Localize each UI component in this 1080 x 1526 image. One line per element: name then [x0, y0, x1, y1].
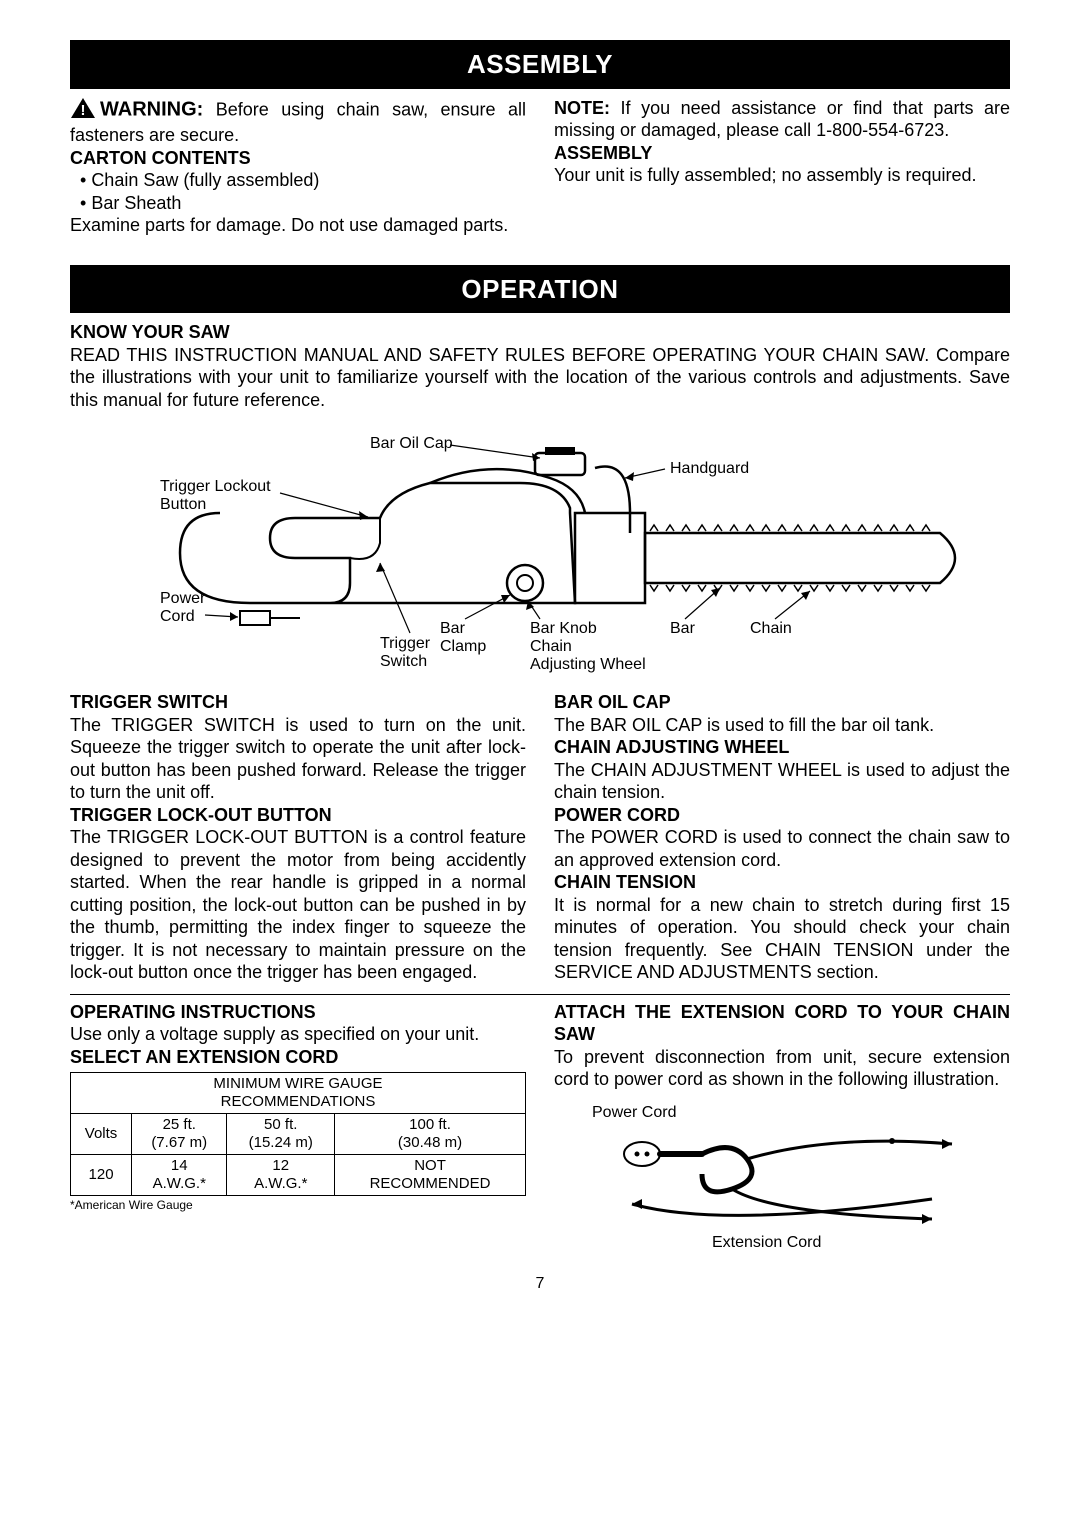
table-cell: 14 — [171, 1157, 188, 1174]
carton-note: Examine parts for damage. Do not use dam… — [70, 214, 526, 237]
operation-body-columns: TRIGGER SWITCH The TRIGGER SWITCH is use… — [70, 691, 1010, 984]
assembly-subhead: ASSEMBLY — [554, 142, 1010, 165]
svg-text:Cord: Cord — [160, 608, 195, 625]
list-item: Bar Sheath — [80, 192, 526, 215]
list-item: Chain Saw (fully assembled) — [80, 169, 526, 192]
know-your-saw-text: READ THIS INSTRUCTION MANUAL AND SAFETY … — [70, 344, 1010, 412]
trigger-switch-text: The TRIGGER SWITCH is used to turn on th… — [70, 714, 526, 804]
table-cell: (15.24 m) — [249, 1134, 313, 1151]
know-your-saw-head: KNOW YOUR SAW — [70, 321, 1010, 344]
diagram-label-handguard: Handguard — [670, 460, 749, 477]
table-cell: 12 — [272, 1157, 289, 1174]
table-cell: 50 ft. — [264, 1116, 297, 1133]
svg-text:Bar Knob: Bar Knob — [530, 620, 597, 637]
diagram-label-chain: Chain — [750, 620, 792, 637]
svg-text:Chain: Chain — [530, 638, 572, 655]
tension-head: CHAIN TENSION — [554, 871, 1010, 894]
tension-text: It is normal for a new chain to stretch … — [554, 894, 1010, 984]
cord-label-ext: Extension Cord — [712, 1234, 821, 1249]
assembly-col-left: ! WARNING: Before using chain saw, ensur… — [70, 97, 526, 237]
page-number: 7 — [70, 1274, 1010, 1294]
note-text: If you need assistance or find that part… — [554, 98, 1010, 141]
table-cell: (7.67 m) — [151, 1134, 207, 1151]
diagram-label-bar-oil-cap: Bar Oil Cap — [370, 435, 453, 452]
warning-label: WARNING: — [100, 98, 203, 120]
table-row-volts: 120 — [71, 1155, 132, 1196]
selext-head: SELECT AN EXTENSION CORD — [70, 1046, 526, 1069]
attach-text: To prevent disconnection from unit, secu… — [554, 1046, 1010, 1091]
svg-text:Trigger Lockout: Trigger Lockout — [160, 478, 271, 495]
table-volts-label: Volts — [71, 1114, 132, 1155]
baroil-text: The BAR OIL CAP is used to fill the bar … — [554, 714, 1010, 737]
cord-diagram: Power Cord Extension Cord — [554, 1099, 1010, 1255]
diagram-label-bar: Bar — [670, 620, 696, 637]
svg-text:Clamp: Clamp — [440, 638, 486, 655]
wire-gauge-table: MINIMUM WIRE GAUGE RECOMMENDATIONS Volts… — [70, 1072, 526, 1196]
svg-text:Switch: Switch — [380, 653, 427, 670]
table-cell: 25 ft. — [163, 1116, 196, 1133]
svg-text:Adjusting Wheel: Adjusting Wheel — [530, 656, 646, 673]
lockout-text: The TRIGGER LOCK-OUT BUTTON is a control… — [70, 826, 526, 984]
assembly-columns: ! WARNING: Before using chain saw, ensur… — [70, 97, 1010, 237]
note-label: NOTE: — [554, 98, 610, 118]
lockout-head: TRIGGER LOCK-OUT BUTTON — [70, 804, 526, 827]
opinst-text: Use only a voltage supply as specified o… — [70, 1023, 526, 1046]
table-cell: (30.48 m) — [398, 1134, 462, 1151]
table-cell: A.W.G.* — [153, 1175, 206, 1192]
operation-header: OPERATION — [70, 265, 1010, 314]
attach-head: ATTACH THE EXTENSION CORD TO YOUR CHAIN … — [554, 1001, 1010, 1046]
svg-text:!: ! — [81, 102, 86, 119]
pcord-text: The POWER CORD is used to connect the ch… — [554, 826, 1010, 871]
svg-text:Button: Button — [160, 496, 206, 513]
operation-lower-columns: OPERATING INSTRUCTIONS Use only a voltag… — [70, 1001, 1010, 1255]
assembly-col-right: NOTE: If you need assistance or find tha… — [554, 97, 1010, 237]
table-footnote: *American Wire Gauge — [70, 1198, 526, 1213]
chainsaw-diagram: Bar Oil Cap Trigger Lockout Button Power… — [70, 423, 1010, 673]
svg-text:Power: Power — [160, 590, 206, 607]
table-cell: NOT — [414, 1157, 446, 1174]
operation-col-right: BAR OIL CAP The BAR OIL CAP is used to f… — [554, 691, 1010, 984]
operation-lower-right: ATTACH THE EXTENSION CORD TO YOUR CHAIN … — [554, 1001, 1010, 1255]
cord-label-power: Power Cord — [592, 1104, 676, 1121]
table-title-2: RECOMMENDATIONS — [221, 1093, 376, 1110]
svg-text:Bar: Bar — [440, 620, 466, 637]
table-cell: RECOMMENDED — [370, 1175, 491, 1192]
carton-contents-head: CARTON CONTENTS — [70, 147, 526, 170]
divider — [70, 994, 1010, 995]
operation-col-left: TRIGGER SWITCH The TRIGGER SWITCH is use… — [70, 691, 526, 984]
table-title-1: MINIMUM WIRE GAUGE — [213, 1075, 382, 1092]
pcord-head: POWER CORD — [554, 804, 1010, 827]
operation-lower-left: OPERATING INSTRUCTIONS Use only a voltag… — [70, 1001, 526, 1255]
adjwheel-head: CHAIN ADJUSTING WHEEL — [554, 736, 1010, 759]
svg-text:Trigger: Trigger — [380, 635, 431, 652]
opinst-head: OPERATING INSTRUCTIONS — [70, 1001, 526, 1024]
adjwheel-text: The CHAIN ADJUSTMENT WHEEL is used to ad… — [554, 759, 1010, 804]
baroil-head: BAR OIL CAP — [554, 691, 1010, 714]
carton-list: Chain Saw (fully assembled) Bar Sheath — [70, 169, 526, 214]
assembly-text: Your unit is fully assembled; no assembl… — [554, 164, 1010, 187]
assembly-header: ASSEMBLY — [70, 40, 1010, 89]
table-cell: A.W.G.* — [254, 1175, 307, 1192]
table-cell: 100 ft. — [409, 1116, 451, 1133]
trigger-switch-head: TRIGGER SWITCH — [70, 691, 526, 714]
warning-icon: ! — [70, 97, 96, 125]
